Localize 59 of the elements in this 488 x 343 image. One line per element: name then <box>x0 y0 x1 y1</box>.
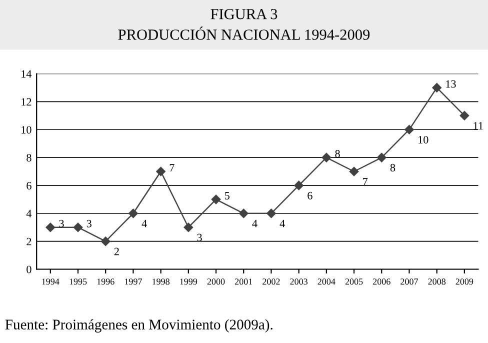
source-note: Fuente: Proimágenes en Movimiento (2009a). <box>5 319 272 332</box>
point <box>184 222 194 232</box>
x-tick-label: 1997 <box>124 278 142 285</box>
x-tick-label: 2005 <box>345 278 363 285</box>
x-tick-label: 1994 <box>42 278 60 285</box>
point <box>349 166 359 176</box>
point <box>460 111 470 120</box>
x-tick-label: 2004 <box>318 278 336 285</box>
x-tick-label: 1995 <box>70 278 87 285</box>
point <box>404 124 414 134</box>
data-label: 8 <box>390 164 396 172</box>
y-tick-label: 2 <box>26 238 32 246</box>
point <box>100 236 110 246</box>
x-tick-label: 2000 <box>207 278 225 285</box>
point <box>73 222 83 232</box>
y-tick-label: 14 <box>22 70 32 78</box>
data-label: 4 <box>142 220 147 228</box>
point <box>294 180 304 190</box>
x-tick-label: 2003 <box>290 278 308 285</box>
x-tick-label: 1999 <box>180 278 198 285</box>
point <box>46 222 56 232</box>
data-label: 3 <box>59 220 64 228</box>
x-tick-label: 1998 <box>152 278 170 285</box>
data-label: 8 <box>335 150 340 158</box>
data-label: 10 <box>418 136 428 144</box>
point <box>238 208 248 218</box>
chart-title: FIGURA 3 <box>210 8 278 20</box>
data-label: 4 <box>252 220 258 228</box>
x-tick-label: 2006 <box>373 278 390 285</box>
point <box>266 208 276 218</box>
data-label: 5 <box>224 192 230 200</box>
point <box>128 208 138 218</box>
x-tick-label: 1996 <box>97 278 114 285</box>
y-tick-label: 12 <box>22 98 32 106</box>
data-label: 3 <box>197 234 202 242</box>
data-label: 4 <box>280 220 285 228</box>
y-tick-label: 10 <box>22 126 32 134</box>
data-label: 7 <box>170 164 174 172</box>
x-tick-label: 2002 <box>262 278 280 285</box>
point <box>432 83 442 92</box>
point <box>377 152 386 162</box>
data-label: 13 <box>446 80 456 88</box>
y-tick-label: 0 <box>26 266 32 274</box>
point <box>156 166 166 176</box>
data-label: 7 <box>363 178 368 186</box>
data-label: 11 <box>474 122 483 130</box>
y-tick-label: 4 <box>26 210 32 218</box>
data-label: 6 <box>308 192 312 200</box>
y-tick-label: 8 <box>26 154 32 162</box>
point <box>211 194 221 204</box>
chart-subtitle: PRODUCCIÓN NACIONAL 1994-2009 <box>118 26 370 40</box>
data-label: 2 <box>114 248 119 256</box>
data-label: 3 <box>86 220 92 228</box>
point <box>322 152 332 162</box>
x-tick-label: 2001 <box>234 278 252 285</box>
x-tick-label: 2008 <box>428 278 446 285</box>
x-tick-label: 2009 <box>456 278 474 285</box>
y-tick-label: 6 <box>26 182 32 190</box>
x-tick-label: 2007 <box>400 278 418 285</box>
